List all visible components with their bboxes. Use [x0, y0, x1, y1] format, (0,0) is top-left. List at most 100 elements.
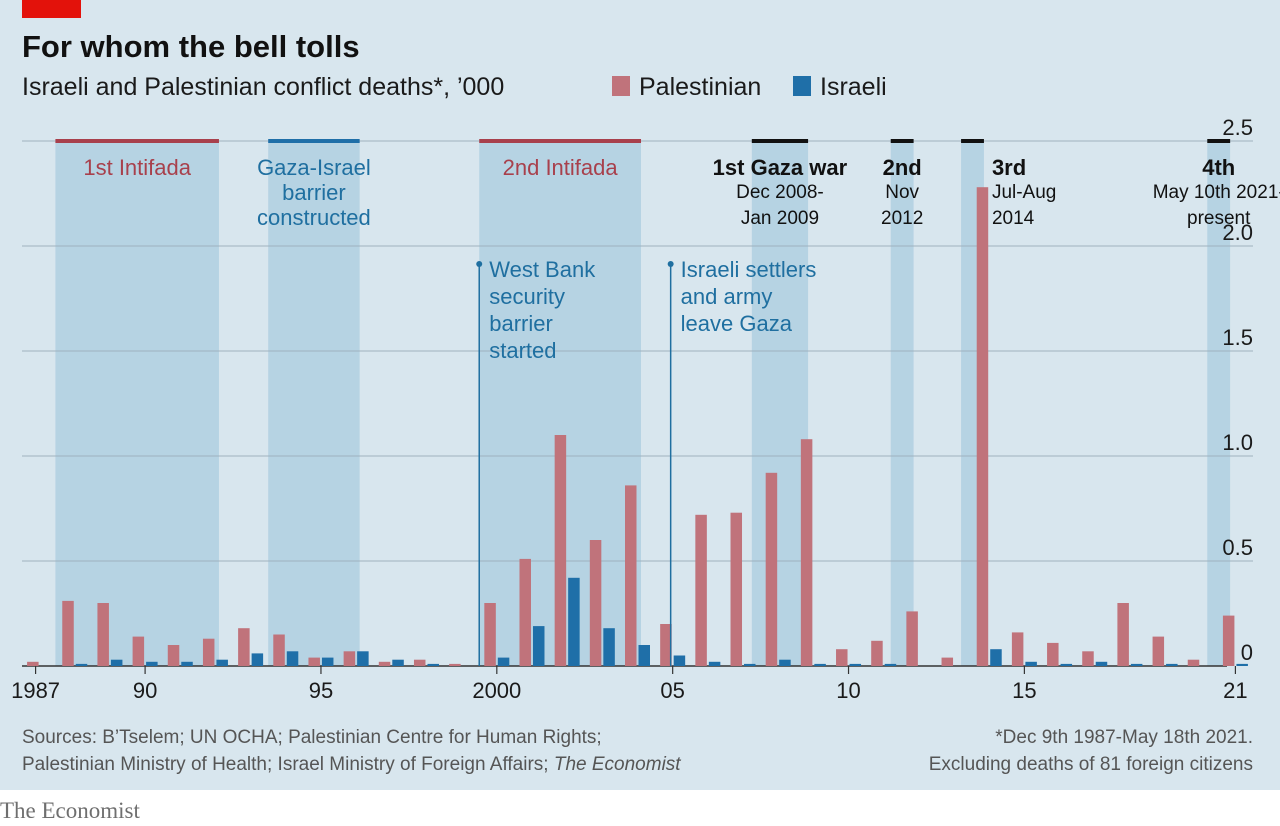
- period-label-line: Gaza-Israel: [257, 155, 371, 180]
- bar-palestinian: [273, 634, 285, 666]
- sources-line-1: Sources: B’Tselem; UN OCHA; Palestinian …: [22, 727, 602, 748]
- bar-israeli: [392, 659, 404, 666]
- sources-line-2: Palestinian Ministry of Health; Israel M…: [22, 754, 681, 775]
- legend-label-palestinian: Palestinian: [639, 73, 761, 101]
- y-tick-label: 0.5: [1222, 535, 1253, 560]
- bar-palestinian: [1152, 636, 1165, 666]
- sources-line-2-italic: The Economist: [554, 754, 681, 775]
- bar-israeli: [884, 663, 897, 666]
- note-line-2: Excluding deaths of 81 foreign citizens: [929, 754, 1253, 775]
- bar-israeli: [321, 657, 334, 666]
- annotation-text-line: Israeli settlers: [681, 257, 817, 282]
- bar-israeli: [1236, 663, 1248, 666]
- bar-israeli: [708, 661, 721, 666]
- period-sub-line: present: [1187, 208, 1251, 229]
- brand-bar: [0, 790, 1280, 826]
- period-label-line: 3rd: [992, 155, 1026, 180]
- annotation-text-line: leave Gaza: [681, 311, 793, 336]
- bar-israeli: [1130, 663, 1143, 666]
- bar-israeli: [181, 661, 193, 666]
- bar-israeli: [603, 628, 615, 666]
- period-top-bar: [890, 139, 914, 143]
- bar-israeli: [1166, 663, 1178, 666]
- x-tick-label: 95: [309, 678, 333, 703]
- period-shade: [890, 141, 914, 666]
- period-top-bar: [479, 139, 642, 143]
- bar-israeli: [497, 657, 510, 666]
- bar-israeli: [75, 663, 88, 666]
- bar-israeli: [286, 651, 299, 666]
- bar-palestinian: [413, 659, 426, 666]
- bar-israeli: [1025, 661, 1037, 666]
- bar-palestinian: [660, 624, 672, 666]
- bar-palestinian: [308, 657, 320, 666]
- period-top-bar: [751, 139, 809, 143]
- period-sub-line: May 10th 2021-: [1153, 182, 1280, 203]
- bar-israeli: [568, 577, 580, 666]
- period-sub-line: 2012: [881, 208, 923, 229]
- x-tick-label: 2000: [472, 678, 521, 703]
- period-shade: [55, 141, 219, 666]
- bar-israeli: [532, 626, 545, 666]
- period-top-bar: [55, 139, 219, 143]
- period-sub-line: Dec 2008-: [736, 182, 824, 203]
- note-line-1: *Dec 9th 1987-May 18th 2021.: [995, 727, 1253, 748]
- bar-palestinian: [1047, 642, 1059, 666]
- x-tick-label: 05: [660, 678, 684, 703]
- y-axis: 0 0.5 1.0 1.5 2.0 2.5: [1222, 115, 1253, 665]
- period-sub-line: Jan 2009: [741, 208, 819, 229]
- bar-palestinian: [97, 603, 109, 666]
- period-sub-line: Jul-Aug: [992, 182, 1056, 203]
- bar-palestinian: [132, 636, 145, 666]
- y-tick-label: 2.0: [1222, 220, 1253, 245]
- y-tick-label: 1.0: [1222, 430, 1253, 455]
- bar-palestinian: [871, 640, 883, 666]
- bar-palestinian: [1222, 615, 1235, 666]
- period-shade: [1207, 141, 1231, 666]
- legend: Palestinian Israeli: [612, 73, 887, 101]
- period-label-line: 1st Intifada: [83, 155, 191, 180]
- bar-palestinian: [625, 485, 637, 666]
- bar-palestinian: [554, 435, 567, 666]
- period-sub-line: 2014: [992, 208, 1035, 229]
- period-label-line: constructed: [257, 205, 371, 230]
- legend-label-israeli: Israeli: [820, 73, 887, 101]
- period-top-bar: [268, 139, 360, 143]
- bar-palestinian: [730, 512, 743, 666]
- bar-palestinian: [27, 661, 39, 666]
- period-label-line: 2nd: [883, 155, 922, 180]
- bar-palestinian: [343, 651, 356, 666]
- period-label-line: 2nd Intifada: [503, 155, 619, 180]
- bar-israeli: [427, 663, 439, 666]
- period-shade: [751, 141, 809, 666]
- y-tick-label: 2.5: [1222, 115, 1253, 140]
- period-label-line: barrier: [282, 180, 346, 205]
- legend-swatch-palestinian: [612, 76, 630, 96]
- annotation-dot: [476, 261, 483, 267]
- bar-israeli: [779, 659, 791, 666]
- annotation-text-line: barrier: [489, 311, 553, 336]
- bar-palestinian: [765, 472, 778, 666]
- bar-israeli: [1060, 663, 1073, 666]
- period-label-line: 1st Gaza war: [713, 155, 848, 180]
- bar-israeli: [357, 651, 369, 666]
- bar-palestinian: [941, 657, 954, 666]
- red-accent-tag: [22, 0, 81, 18]
- annotation-text-line: started: [489, 338, 556, 363]
- chart-subtitle: Israeli and Palestinian conflict deaths*…: [22, 73, 504, 101]
- bar-israeli: [744, 663, 756, 666]
- sources-line-2-text: Palestinian Ministry of Health; Israel M…: [22, 754, 549, 775]
- bar-israeli: [216, 659, 228, 666]
- bar-israeli: [814, 663, 826, 666]
- x-tick-label: 10: [836, 678, 860, 703]
- bar-israeli: [110, 659, 123, 666]
- bar-israeli: [673, 655, 686, 666]
- bar-palestinian: [238, 628, 250, 666]
- bar-israeli: [638, 645, 650, 666]
- x-tick-label: 21: [1223, 678, 1247, 703]
- bars: [27, 187, 1248, 666]
- bar-palestinian: [906, 611, 918, 666]
- period-top-bar: [961, 139, 984, 143]
- x-tick-label: 15: [1012, 678, 1036, 703]
